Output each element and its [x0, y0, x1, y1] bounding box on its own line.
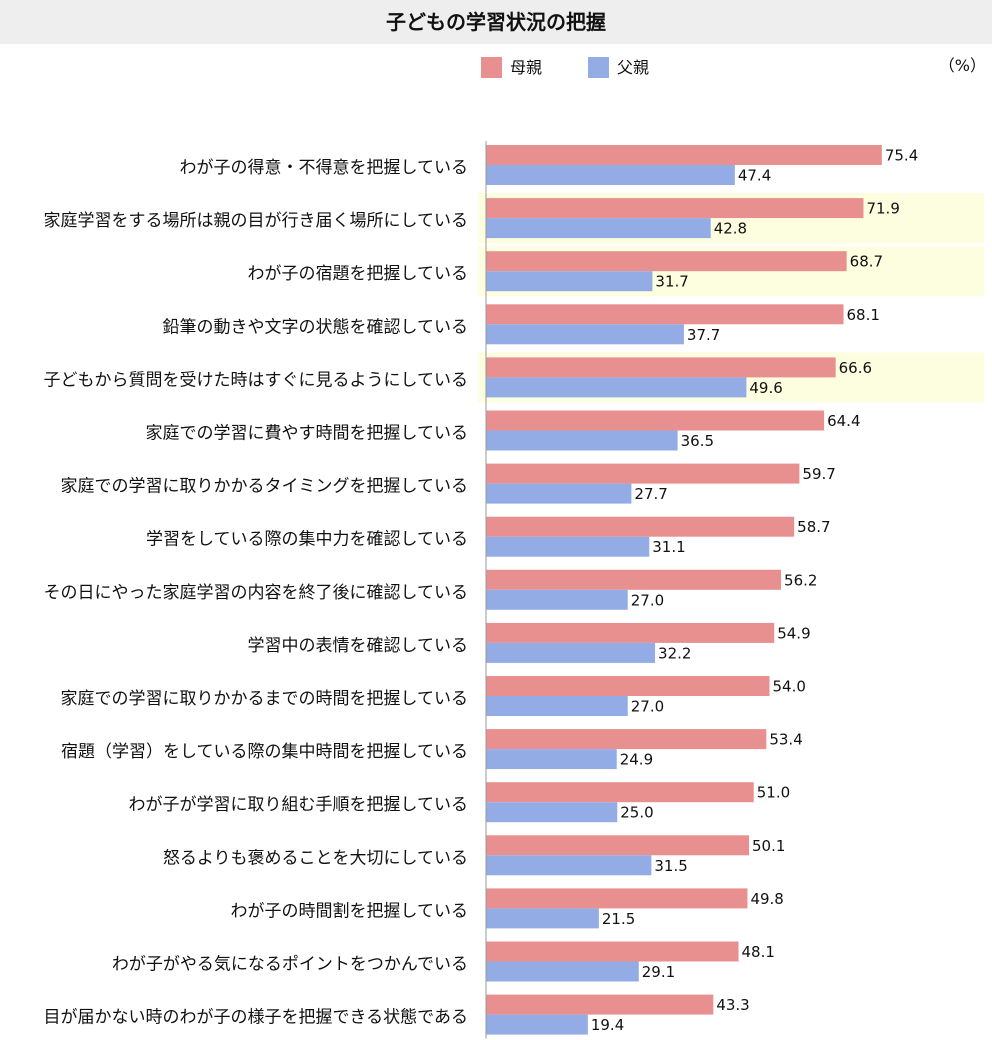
- bar-father: [486, 802, 618, 823]
- title-bar: [0, 0, 992, 44]
- category-label: 家庭での学習に取りかかるまでの時間を把握している: [61, 689, 469, 709]
- value-label-mother: 48.1: [742, 943, 775, 961]
- bar-father: [486, 908, 599, 929]
- bar-mother: [486, 941, 739, 962]
- value-label-father: 31.1: [652, 538, 685, 556]
- value-label-mother: 59.7: [802, 465, 835, 483]
- bar-mother: [486, 676, 770, 696]
- bar-mother: [486, 304, 844, 325]
- category-label: わが子の時間割を把握している: [231, 901, 469, 921]
- bar-father: [486, 377, 747, 398]
- legend-swatch-mother: [481, 57, 502, 78]
- bar-mother: [486, 622, 775, 643]
- bar-mother: [486, 729, 767, 750]
- bar-father: [486, 1014, 588, 1035]
- value-label-mother: 43.3: [716, 996, 749, 1014]
- value-label-mother: 53.4: [769, 731, 802, 749]
- unit-label: （%）: [938, 56, 986, 75]
- value-label-father: 21.5: [602, 910, 635, 928]
- value-label-mother: 56.2: [784, 571, 817, 589]
- value-label-mother: 54.9: [777, 624, 810, 642]
- value-label-mother: 68.7: [850, 253, 883, 271]
- bar-mother: [486, 782, 754, 803]
- legend-swatch-father: [588, 57, 609, 78]
- bar-father: [486, 855, 652, 876]
- bar-mother: [486, 888, 748, 909]
- value-label-father: 27.0: [631, 698, 664, 716]
- bar-father: [486, 165, 735, 185]
- bar-father: [486, 536, 650, 557]
- legend-label-mother: 母親: [510, 58, 543, 77]
- category-label: わが子の得意・不得意を把握している: [180, 158, 469, 178]
- category-label: わが子の宿題を把握している: [248, 264, 469, 284]
- category-label: その日にやった家庭学習の内容を終了後に確認している: [44, 583, 469, 603]
- value-label-father: 29.1: [642, 963, 675, 981]
- value-label-mother: 68.1: [847, 306, 880, 324]
- bar-mother: [486, 198, 864, 219]
- bar-father: [486, 749, 617, 770]
- value-label-father: 37.7: [687, 326, 720, 344]
- category-label: 目が届かない時のわが子の様子を把握できる状態である: [44, 1008, 469, 1028]
- value-label-mother: 58.7: [797, 518, 830, 536]
- category-label: 家庭での学習に費やす時間を把握している: [146, 424, 469, 444]
- value-label-mother: 66.6: [839, 359, 872, 377]
- bar-father: [486, 271, 653, 292]
- value-label-father: 42.8: [714, 220, 747, 238]
- category-label: 宿題（学習）をしている際の集中時間を把握している: [61, 742, 468, 762]
- category-label: 学習中の表情を確認している: [248, 636, 469, 656]
- bar-mother: [486, 357, 836, 378]
- value-label-father: 25.0: [620, 804, 653, 822]
- bar-father: [486, 589, 628, 610]
- category-label: 学習をしている際の集中力を確認している: [146, 530, 468, 550]
- value-label-mother: 75.4: [885, 147, 918, 165]
- category-label: わが子が学習に取り組む手順を把握している: [129, 795, 469, 815]
- value-label-father: 24.9: [620, 751, 653, 769]
- value-label-mother: 71.9: [866, 200, 899, 218]
- bar-mother: [486, 569, 782, 590]
- bar-mother: [486, 994, 714, 1015]
- category-label: 鉛筆の動きや文字の状態を確認している: [163, 317, 469, 337]
- bar-father: [486, 642, 656, 663]
- bar-father: [486, 483, 632, 504]
- bar-father: [486, 218, 711, 239]
- value-label-father: 36.5: [681, 432, 714, 450]
- value-label-father: 27.0: [631, 591, 664, 609]
- value-label-mother: 54.0: [773, 678, 806, 696]
- value-label-father: 49.6: [749, 379, 782, 397]
- bar-father: [486, 961, 639, 982]
- value-label-father: 27.7: [634, 485, 667, 503]
- value-label-father: 32.2: [658, 644, 691, 662]
- bar-mother: [486, 835, 750, 856]
- value-label-mother: 50.1: [752, 837, 785, 855]
- category-label: 子どもから質問を受けた時はすぐに見るようにしている: [44, 370, 469, 390]
- bar-father: [486, 324, 684, 345]
- legend-label-father: 父親: [617, 58, 650, 77]
- value-label-father: 47.4: [738, 167, 771, 185]
- bar-father: [486, 696, 628, 716]
- bar-mother: [486, 145, 882, 165]
- chart-title: 子どもの学習状況の把握: [386, 10, 606, 34]
- bar-mother: [486, 516, 795, 537]
- bar-mother: [486, 463, 800, 484]
- value-label-father: 19.4: [591, 1016, 624, 1034]
- bar-mother: [486, 410, 825, 431]
- category-label: 怒るよりも褒めることを大切にしている: [163, 848, 468, 868]
- value-label-mother: 64.4: [827, 412, 860, 430]
- category-label: わが子がやる気になるポイントをつかんでいる: [112, 955, 468, 975]
- bar-mother: [486, 251, 847, 272]
- value-label-mother: 49.8: [750, 890, 783, 908]
- value-label-father: 31.5: [654, 857, 687, 875]
- value-label-father: 31.7: [655, 273, 688, 291]
- category-label: 家庭学習をする場所は親の目が行き届く場所にしている: [44, 211, 469, 231]
- category-label: 家庭での学習に取りかかるタイミングを把握している: [61, 477, 469, 497]
- value-label-mother: 51.0: [757, 784, 790, 802]
- bar-father: [486, 430, 678, 451]
